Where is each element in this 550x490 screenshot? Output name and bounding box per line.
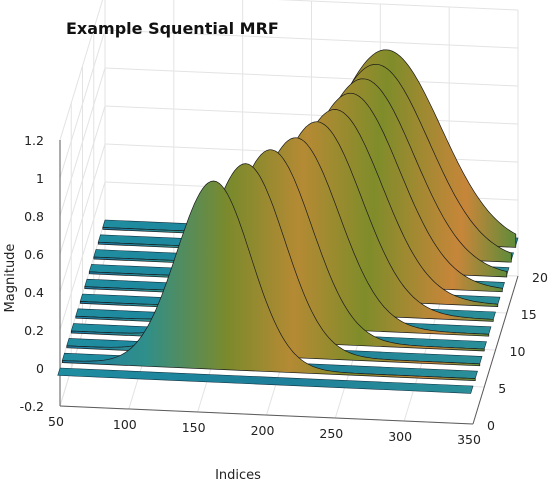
z-axis-label: Magnitude [3, 244, 18, 313]
back-grid-line [104, 67, 519, 87]
back-grid-line [104, 29, 519, 49]
x-tick-label: 300 [388, 429, 412, 444]
side-grid-line [59, 67, 106, 217]
axes [59, 140, 519, 425]
back-grid-line [277, 0, 519, 11]
side-grid-line [59, 29, 106, 179]
side-grid-line [59, 0, 104, 141]
z-tick-label: 0.8 [24, 209, 44, 224]
x-tick-label: 250 [319, 426, 343, 441]
x-axis-line [59, 405, 474, 425]
y-axis-line [472, 275, 519, 425]
z-tick-label: 0.4 [24, 285, 44, 300]
flat-ribbon [57, 367, 474, 394]
x-tick-label: 200 [251, 423, 275, 438]
surface [57, 49, 519, 394]
surface-ridge [61, 180, 476, 381]
z-tick-label: 1 [36, 171, 44, 186]
z-tick-label: 0 [36, 361, 44, 376]
side-grid-line [59, 105, 106, 255]
side-grid-line [59, 143, 106, 293]
tick-labels: 50 100 150 200 250 300 350 0 5 10 15 20 -0.2 0 0.2 0.4 0… [20, 133, 548, 447]
chart-title: Example Squential MRF [66, 19, 279, 38]
back-grid-line [104, 105, 519, 125]
x-tick-label: 100 [113, 417, 137, 432]
side-grid-line [59, 181, 106, 331]
x-tick-label: 350 [457, 432, 481, 447]
y-tick-label: 20 [532, 270, 548, 285]
y-tick-label: 5 [498, 381, 506, 396]
x-tick-label: 50 [48, 414, 64, 429]
y-tick-label: 0 [487, 418, 495, 433]
y-tick-label: 15 [521, 307, 537, 322]
z-tick-label: 0.6 [24, 247, 44, 262]
x-axis-label: Indices [215, 468, 261, 483]
z-tick-label: -0.2 [20, 399, 44, 414]
z-tick-label: 0.2 [24, 323, 44, 338]
x-tick-label: 150 [182, 420, 206, 435]
y-tick-label: 10 [510, 344, 526, 359]
z-tick-label: 1.2 [24, 133, 44, 148]
